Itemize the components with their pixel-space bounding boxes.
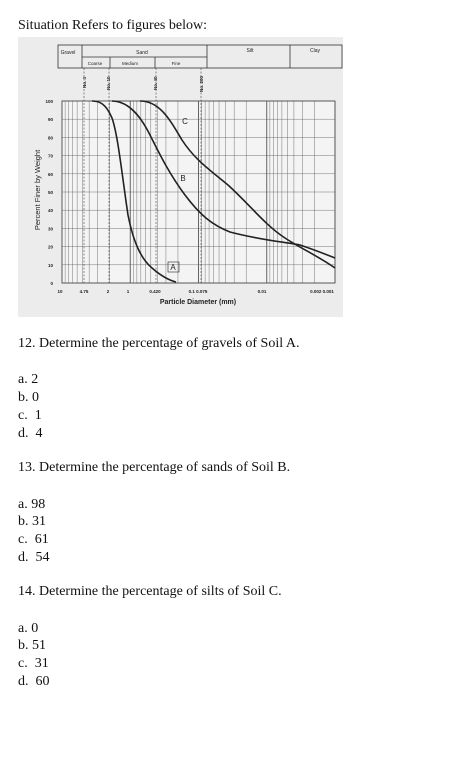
class-label: Silt <box>247 48 255 54</box>
title: Situation Refers to figures below: <box>18 18 207 33</box>
y-axis-label: Percent Finer by Weight <box>33 149 42 230</box>
x-tick-label: 0.002 0.001 <box>310 289 334 294</box>
answer-option: a. 98 <box>18 497 46 512</box>
sieve-label: No. 200 <box>199 75 204 92</box>
y-tick-label: 30 <box>48 226 54 231</box>
subclass-label: Coarse <box>88 61 103 66</box>
curve-a <box>91 100 177 283</box>
figure: Gravel Sand Silt Clay Coarse Medium Fine… <box>18 37 343 317</box>
x-tick-label: 0.420 <box>149 289 161 294</box>
grid <box>61 100 336 284</box>
answer-option: c. 1 <box>18 408 42 423</box>
answer-option: b. 31 <box>18 514 46 529</box>
class-label: Gravel <box>61 50 76 56</box>
y-tick-label: 90 <box>48 117 54 122</box>
x-axis-label: Particle Diameter (mm) <box>160 299 236 306</box>
sieve-lines <box>83 68 202 283</box>
x-tick-label: 2 <box>107 289 110 294</box>
question-prompt: 12. Determine the percentage of gravels … <box>18 336 300 351</box>
y-tick-label: 60 <box>48 172 54 177</box>
question-prompt: 14. Determine the percentage of silts of… <box>18 584 282 599</box>
answer-option: c. 31 <box>18 656 49 671</box>
answer-option: d. 4 <box>18 426 43 441</box>
x-tick-label: 10 <box>57 289 63 294</box>
answer-option: b. 0 <box>18 390 39 405</box>
y-tick-label: 0 <box>50 281 53 286</box>
answer-option: a. 2 <box>18 372 39 387</box>
y-tick-label: 40 <box>48 208 54 213</box>
sieve-label: No. 40 <box>153 76 158 90</box>
curve-b <box>111 100 336 259</box>
answer-option: d. 60 <box>18 674 50 689</box>
x-tick-label: 4.75 <box>80 289 89 294</box>
y-tick-label: 70 <box>48 154 54 159</box>
answer-option: a. 0 <box>18 621 39 636</box>
band-box <box>57 44 343 69</box>
y-tick-label: 20 <box>48 245 54 250</box>
class-label: Clay <box>310 48 321 54</box>
y-tick-label: 50 <box>48 190 54 195</box>
answer-option: d. 54 <box>18 550 50 565</box>
sieve-label: No. 4 <box>82 77 87 88</box>
class-label: Sand <box>136 50 148 56</box>
curves <box>91 100 336 283</box>
curve-c <box>139 100 336 269</box>
subclass-label: Medium <box>122 61 138 66</box>
y-tick-label: 10 <box>48 263 54 268</box>
curve-label: C <box>182 117 188 126</box>
header-bands <box>57 44 343 69</box>
x-tick-label: 1 <box>127 289 130 294</box>
answer-option: c. 61 <box>18 532 49 547</box>
curve-label: B <box>180 174 185 183</box>
sieve-label: No. 10 <box>106 76 111 90</box>
y-tick-label: 80 <box>48 135 54 140</box>
curve-label: A <box>170 263 176 272</box>
y-tick-label: 100 <box>45 99 53 104</box>
question-prompt: 13. Determine the percentage of sands of… <box>18 460 291 475</box>
subclass-label: Fine <box>172 61 181 66</box>
x-tick-label: 0.01 <box>258 289 267 294</box>
label-box <box>167 261 180 273</box>
tick-labels: 0 10 20 30 40 50 60 70 80 90 100 10 4.75 2 1 0.420 0.1 0… <box>45 99 334 294</box>
answer-option: b. 51 <box>18 638 46 653</box>
x-tick-label: 0.1 0.075 <box>189 289 208 294</box>
